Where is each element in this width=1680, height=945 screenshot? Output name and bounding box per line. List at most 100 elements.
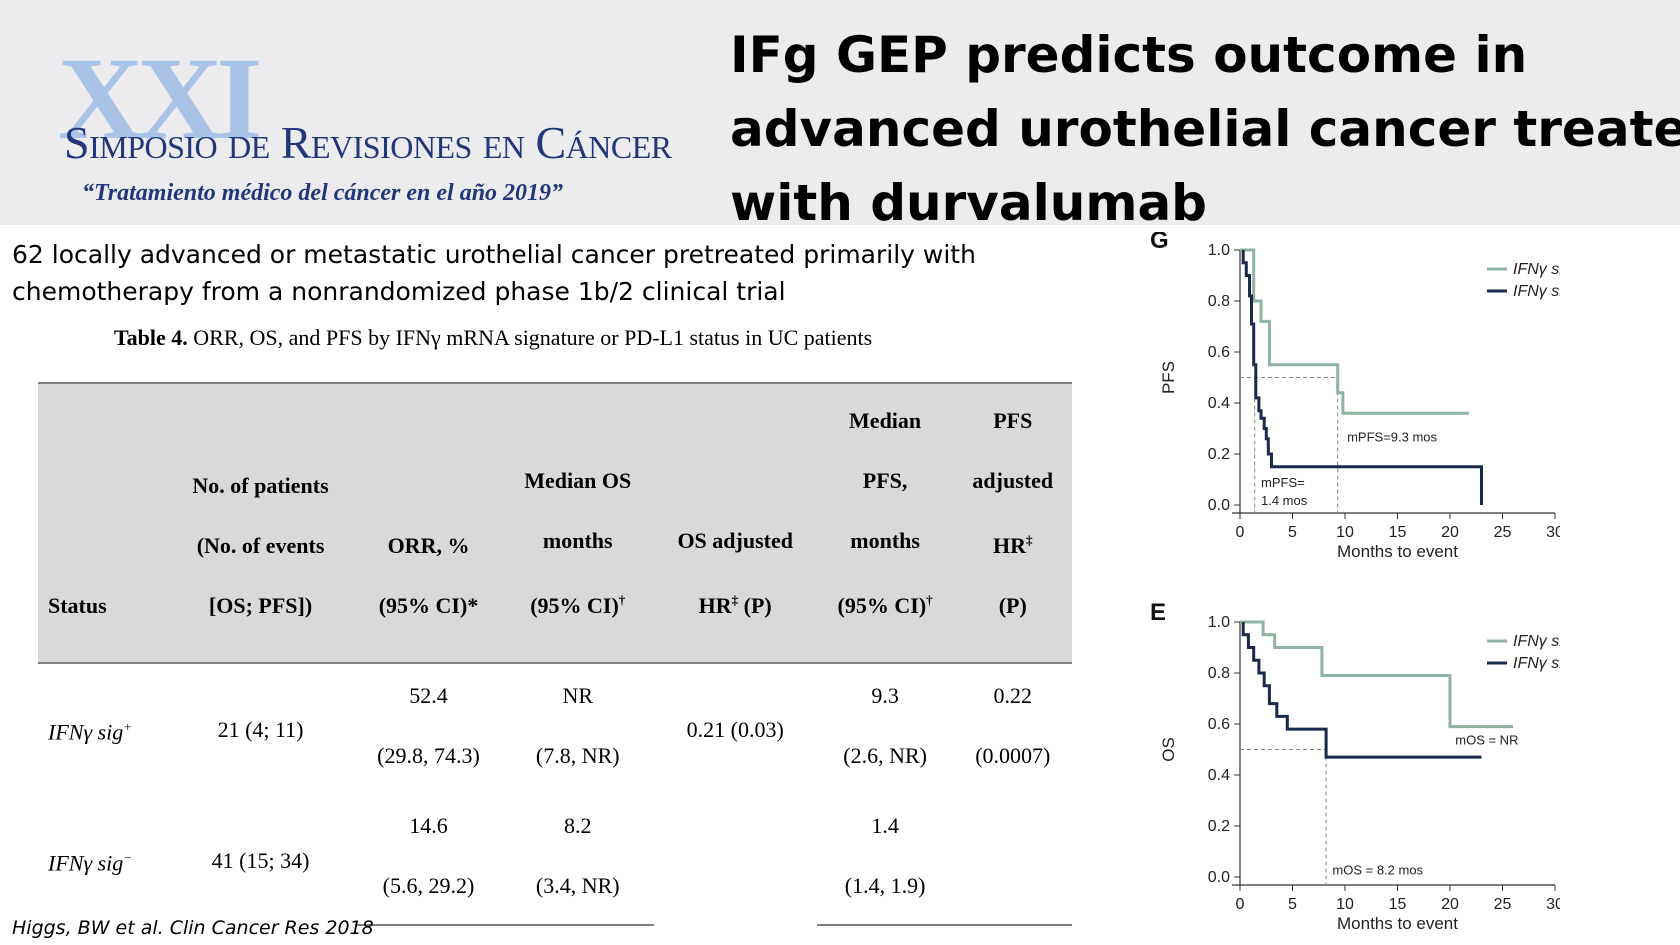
x-tick-label: 5 — [1288, 896, 1297, 913]
chart-annotation: mOS = NR — [1455, 732, 1518, 747]
column-header-line: (95% CI)* — [378, 593, 479, 618]
x-tick-label: 10 — [1336, 524, 1354, 541]
x-axis-label: Months to event — [1337, 542, 1458, 561]
x-tick-label: 0 — [1236, 896, 1245, 913]
x-tick-label: 30 — [1546, 524, 1560, 541]
y-tick-label: 0.0 — [1208, 497, 1230, 514]
chart-annotation: mOS = 8.2 mos — [1332, 862, 1423, 877]
slide-title-line: IFg GEP predicts outcome in — [730, 26, 1528, 84]
column-header-orr: ORR, % (95% CI)* — [355, 382, 502, 664]
status-cell: IFNγ sig+ — [48, 719, 133, 745]
table-row-ci: (29.8, 74.3) (7.8, NR) (2.6, NR) (0.0007… — [38, 726, 1072, 794]
intro-line: 62 locally advanced or metastatic urothe… — [12, 240, 976, 269]
chart-annotation: 1.4 mos — [1261, 493, 1308, 508]
column-header-line: PFS, — [862, 467, 908, 493]
patients-cell: 21 (4; 11) — [217, 717, 304, 742]
column-header-status: Status — [38, 382, 166, 664]
panel-label: E — [1150, 599, 1166, 626]
logo-simposio-title: Simposio de Revisiones en Cáncer — [64, 117, 672, 168]
km-charts: G 0.0 0.2 0.4 0.6 0.8 1.0 0 5 10 15 20 25 30 Months to… — [1150, 232, 1560, 933]
legend-label: IFNγ sig− — [1513, 283, 1560, 300]
column-header-line: PFS — [993, 407, 1033, 433]
column-header-line: adjusted — [972, 467, 1054, 493]
table-caption: Table 4. ORR, OS, and PFS by IFNγ mRNA s… — [114, 325, 872, 351]
orr-cell: 52.4 — [409, 683, 448, 708]
column-header-os-adjusted-hr: OS adjusted HR‡ (P) — [653, 382, 817, 664]
y-tick-label: 0.6 — [1208, 344, 1230, 361]
x-tick-label: 0 — [1236, 524, 1245, 541]
logo-subtitle: “Tratamiento médico del cáncer en el año… — [82, 180, 564, 206]
column-header-patients: No. of patients (No. of events [OS; PFS]) — [165, 382, 356, 664]
slide-header: XXI Simposio de Revisiones en Cáncer “Tr… — [0, 0, 1680, 232]
x-tick-label: 15 — [1389, 524, 1407, 541]
column-header-pfs-adjusted-hr: PFS adjusted HR‡ (P) — [953, 382, 1072, 664]
km-chart-E: E 0.0 0.2 0.4 0.6 0.8 1.0 0 5 10 15 20 25 30 Months to… — [1150, 599, 1560, 933]
status-cell: IFNγ sig− — [48, 849, 133, 876]
legend-label: IFNγ sig− — [1513, 655, 1560, 672]
table-row-ci: (5.6, 29.2) (3.4, NR) (1.4, 1.9) — [38, 856, 1072, 926]
results-table: Status No. of patients (No. of events [OS; … — [38, 382, 1072, 926]
pfs-cell: 9.3 — [871, 683, 899, 708]
km-curve-sig-plus — [1240, 620, 1513, 729]
pfs-cell: 1.4 — [871, 813, 899, 838]
legend-label: IFNγ sig+ — [1513, 261, 1560, 278]
table-caption-label: Table 4. — [114, 325, 188, 350]
orr-ci-cell: (29.8, 74.3) — [377, 743, 480, 768]
y-axis-label: PFS — [1159, 361, 1178, 394]
legend-label: IFNγ sig+ — [1513, 633, 1560, 650]
column-header-line: Median — [849, 407, 922, 433]
km-curve-sig-minus — [1241, 250, 1483, 505]
y-axis-label: OS — [1159, 737, 1178, 762]
slide-title-line: advanced urothelial cancer treated — [730, 100, 1680, 158]
y-tick-label: 0.8 — [1208, 293, 1230, 310]
table-header-row: Status No. of patients (No. of events [OS; … — [38, 382, 1072, 664]
x-tick-label: 25 — [1494, 896, 1512, 913]
km-curve-sig-plus — [1240, 248, 1469, 415]
column-header-line: (95% CI)† — [837, 592, 933, 618]
orr-ci-cell: (5.6, 29.2) — [355, 856, 502, 926]
column-header-median-pfs: Median PFS, months (95% CI)† — [816, 382, 954, 664]
chart-annotation: mPFS= — [1261, 475, 1305, 490]
column-header-line: months — [542, 527, 613, 553]
column-header-line: (No. of events — [196, 533, 325, 558]
os-hr-cell: 0.21 (0.03) — [686, 717, 784, 742]
pfs-hr-cell — [954, 794, 1072, 856]
citation: Higgs, BW et al. Clin Cancer Res 2018 — [12, 917, 374, 939]
table-caption-text: ORR, OS, and PFS by IFNγ mRNA signature … — [187, 325, 873, 350]
pfs-ci-cell: (1.4, 1.9) — [816, 856, 954, 926]
y-tick-label: 0.2 — [1208, 446, 1230, 463]
intro-text: 62 locally advanced or metastatic urothe… — [12, 236, 976, 310]
chart-annotation: mPFS=9.3 mos — [1347, 429, 1437, 444]
y-tick-label: 0.4 — [1208, 395, 1230, 412]
panel-label: G — [1150, 232, 1169, 254]
pfs-ci-cell: (2.6, NR) — [843, 743, 927, 768]
table-row: IFNγ sig+ 21 (4; 11) 52.4 NR 0.21 (0.03)… — [38, 663, 1072, 745]
os-ci-cell: (3.4, NR) — [501, 856, 654, 926]
column-header-line: Status — [48, 593, 107, 618]
column-header-line: HR‡ (P) — [698, 592, 772, 618]
column-header-line: Median OS — [524, 467, 632, 493]
table-row: IFNγ sig− 41 (15; 34) 14.6 8.2 1.4 — [38, 794, 1072, 875]
x-tick-label: 30 — [1546, 896, 1560, 913]
os-cell: NR — [562, 683, 594, 708]
intro-line: chemotherapy from a nonrandomized phase … — [12, 277, 786, 306]
column-header-median-os: Median OS months (95% CI)† — [501, 382, 654, 664]
column-header-line: months — [850, 527, 920, 553]
logo-xxi: XXI — [58, 33, 262, 164]
x-tick-label: 25 — [1494, 524, 1512, 541]
y-tick-label: 0.6 — [1208, 716, 1230, 733]
x-tick-label: 15 — [1389, 896, 1407, 913]
pfs-hr-cell: 0.22 — [993, 683, 1033, 708]
x-axis-label: Months to event — [1337, 914, 1458, 933]
patients-cell: 41 (15; 34) — [211, 847, 310, 873]
y-tick-label: 0.0 — [1208, 869, 1230, 886]
slide-title: IFg GEP predicts outcome in advanced uro… — [730, 18, 1680, 240]
km-curve-sig-minus — [1241, 622, 1482, 759]
x-tick-label: 20 — [1441, 524, 1459, 541]
column-header-line: OS adjusted — [677, 527, 793, 553]
os-hr-cell — [654, 794, 817, 925]
x-tick-label: 5 — [1288, 524, 1297, 541]
km-chart-G: G 0.0 0.2 0.4 0.6 0.8 1.0 0 5 10 15 20 25 30 Months to… — [1150, 232, 1560, 561]
os-cell: 8.2 — [563, 813, 592, 838]
column-header-line: ORR, % — [387, 533, 470, 558]
